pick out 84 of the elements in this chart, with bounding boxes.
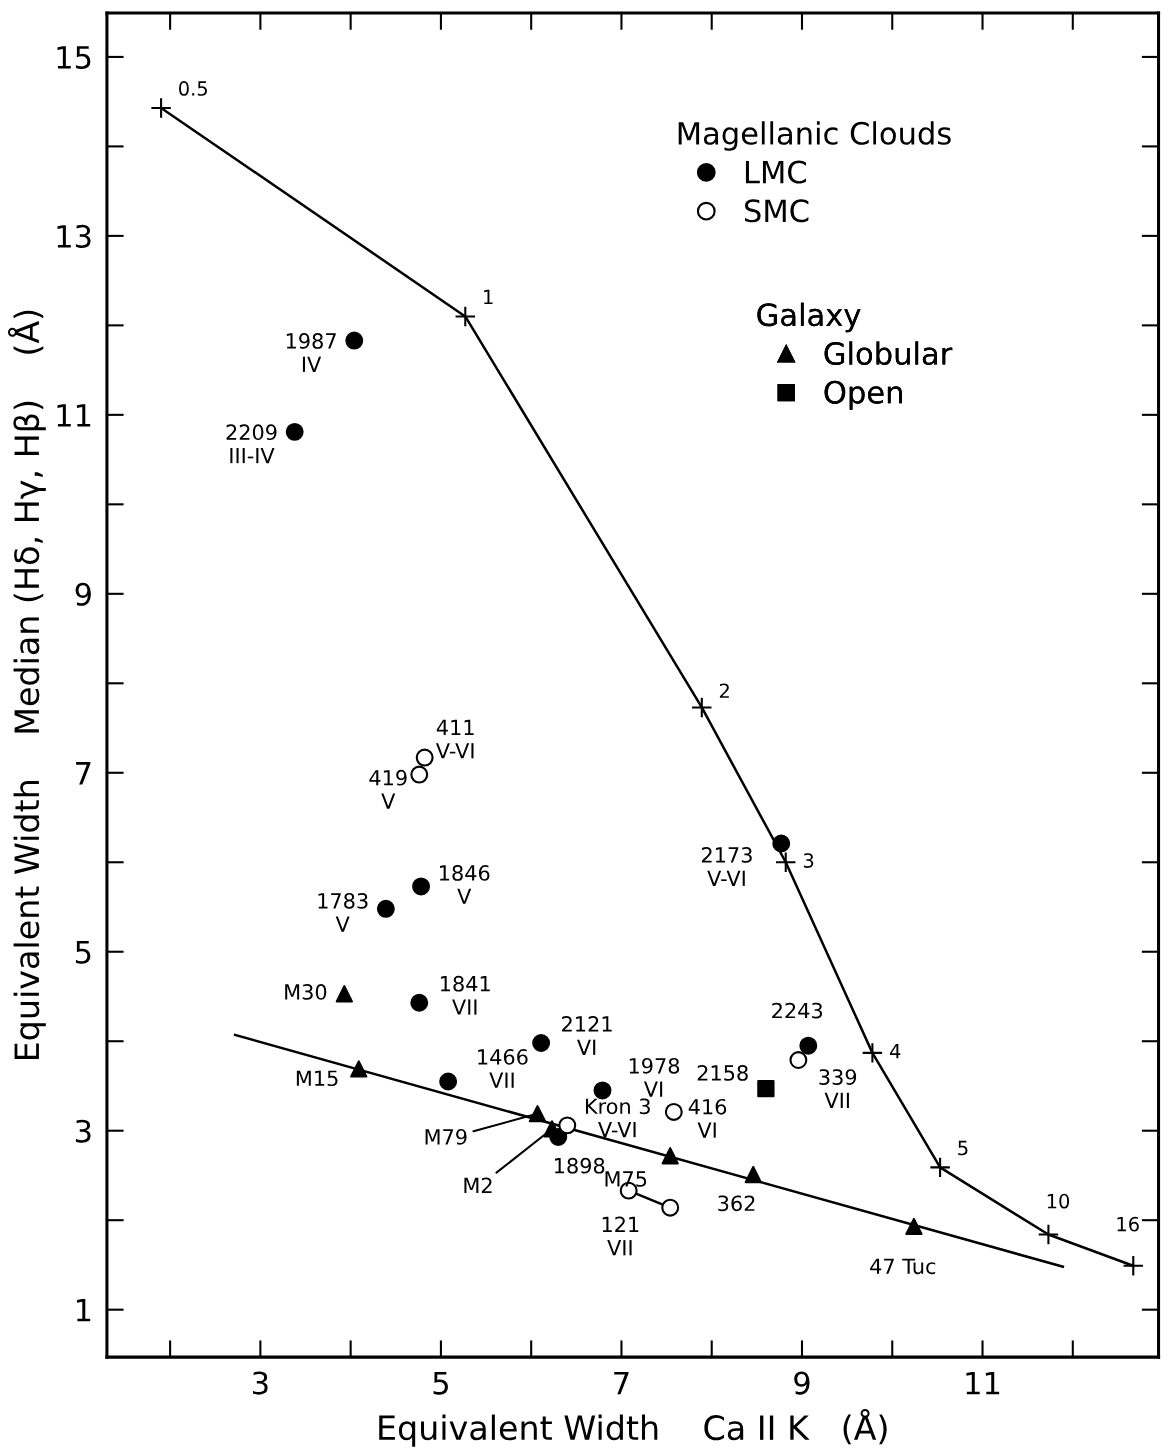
point [415, 748, 434, 767]
annotation: M75 [605, 1171, 647, 1187]
annotation: 1978 VI [629, 1057, 680, 1097]
point [772, 834, 791, 853]
annotation: 121 VII [602, 1216, 639, 1256]
legend-label: Globular [824, 341, 953, 366]
annotation: 0.5 [179, 81, 207, 96]
point [528, 1105, 547, 1123]
text: Galaxy [757, 302, 861, 333]
annotation: 2209 III-IV [226, 424, 277, 464]
point [532, 1034, 551, 1052]
point [799, 1036, 818, 1055]
point [789, 1051, 808, 1069]
point [757, 1080, 775, 1098]
y-tick-label: 3 [75, 1119, 91, 1143]
annotation: 16 [1117, 1216, 1139, 1232]
point [861, 1042, 884, 1064]
y-axis-title: Equivalent Width Median (Hδ, Hγ, Hβ) (Å) [7, 310, 46, 1060]
point [350, 1060, 368, 1078]
x-tick-label: 9 [794, 1371, 810, 1395]
x-tick-label: 11 [966, 1371, 1000, 1395]
point [661, 1147, 679, 1165]
legend-label: LMC [745, 160, 807, 184]
point [691, 696, 713, 719]
x-axis-title: Equivalent Width Ca II K (Å) [379, 1408, 887, 1447]
point [1122, 1255, 1145, 1277]
point [412, 877, 431, 896]
point [744, 1165, 762, 1184]
annotation: 1841 VII [440, 975, 490, 1015]
y-tick-label: 7 [76, 762, 91, 785]
point [661, 1198, 680, 1217]
annotation: 362 [718, 1195, 755, 1212]
annotation: 3 [803, 853, 814, 868]
annotation: 1466 VII [478, 1049, 528, 1088]
annotation: 419 V [369, 769, 407, 809]
point [150, 97, 172, 119]
annotation: 5 [958, 1140, 968, 1156]
legend-label: Open [824, 380, 902, 410]
annotation: 4 [890, 1044, 901, 1059]
y-tick-label: 13 [57, 224, 91, 248]
annotation: 47 Tuc [870, 1258, 936, 1275]
point [285, 422, 304, 441]
point [905, 1217, 923, 1236]
y-tick-label: 1 [76, 1299, 91, 1322]
y-tick-label: 5 [75, 941, 91, 964]
legend-label: SMC [744, 199, 809, 223]
annotation: 2121 VI [562, 1016, 612, 1055]
point [376, 899, 395, 918]
point [558, 1116, 577, 1135]
annotation: 2243 [772, 1002, 823, 1019]
annotation: 2 [719, 683, 729, 698]
annotation: 1 [484, 289, 493, 305]
annotation: M15 [296, 1070, 338, 1087]
annotation: M30 [285, 984, 327, 1000]
annotation: 416 VI [688, 1098, 727, 1138]
y-tick-label: 9 [75, 582, 91, 606]
x-tick-label: 7 [614, 1371, 629, 1395]
annotation: 10 [1047, 1193, 1070, 1209]
y-tick-label: 15 [57, 46, 91, 69]
point [410, 993, 429, 1012]
annotation: M79 [425, 1129, 467, 1145]
x-tick-label: 5 [433, 1371, 448, 1395]
point [335, 985, 353, 1003]
annotation: 1898 [555, 1157, 605, 1174]
point [664, 1102, 683, 1121]
annotation: Kron 3 V-VI [586, 1098, 650, 1138]
point [410, 765, 429, 784]
point [1037, 1223, 1060, 1246]
point [774, 851, 797, 874]
x-tick-label: 3 [252, 1371, 268, 1395]
annotation: 1783 V [318, 892, 368, 932]
annotation: 339 VII [819, 1069, 857, 1108]
text: Magellanic Clouds [678, 121, 951, 151]
point [345, 331, 364, 350]
annotation: 2158 [697, 1065, 748, 1081]
annotation: 1846 V [440, 865, 490, 904]
y-tick-label: 11 [57, 404, 91, 427]
point [929, 1156, 951, 1179]
point [439, 1072, 458, 1091]
annotation: 411 V-VI [435, 719, 474, 759]
annotation: 1987 IV [286, 333, 336, 372]
point [454, 305, 477, 328]
annotation: 2173 V-VI [701, 847, 752, 886]
annotation: M2 [464, 1177, 492, 1193]
